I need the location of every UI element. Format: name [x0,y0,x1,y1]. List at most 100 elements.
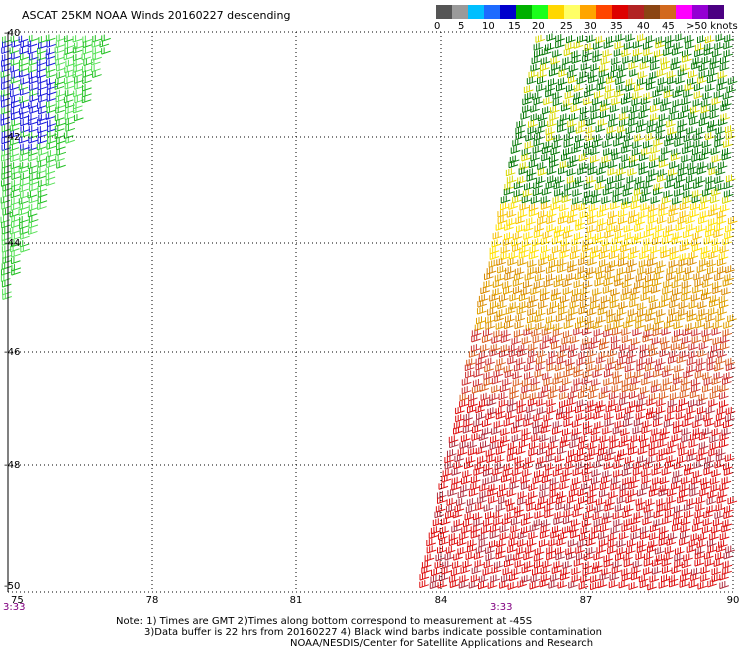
wind-barb [514,461,525,470]
colorbar-swatch [468,5,484,19]
wind-barb [548,350,559,359]
wind-barb [510,517,521,526]
wind-barb [38,148,49,156]
wind-barb [541,146,552,155]
wind-barb [452,560,462,569]
wind-barb [499,384,510,393]
wind-barb [614,41,625,50]
wind-barb [554,511,565,520]
wind-barb [696,540,707,549]
wind-barb [697,35,707,44]
wind-barb [582,337,592,346]
wind-barb [706,496,717,506]
wind-barb [523,223,534,232]
wind-barb [611,56,621,66]
wind-barb [664,138,674,147]
wind-barb [666,173,677,183]
wind-barb [607,349,618,358]
wind-barb [649,153,660,162]
wind-barb [458,580,469,589]
wind-barb [716,216,727,225]
wind-barb [632,328,643,337]
wind-barb [660,383,671,392]
wind-barb [682,328,693,337]
colorbar-swatch [628,5,644,19]
wind-barb [618,439,629,448]
colorbar-label: 5 [458,21,465,32]
wind-barb [696,357,706,366]
wind-barb [421,565,431,574]
wind-barb [488,540,499,549]
wind-barb [493,329,504,338]
wind-barb [460,565,471,574]
wind-barb [624,92,634,101]
wind-barb [512,278,523,287]
wind-barb [712,385,722,394]
wind-barb [686,365,697,374]
wind-barb [499,524,510,533]
wind-barb [534,547,545,556]
wind-barb [706,363,717,372]
colorbar-label: 20 [532,21,545,32]
wind-barb [1,280,12,288]
wind-barb [532,145,543,154]
wind-barb [445,504,456,513]
wind-barb [617,124,627,133]
wind-barb [461,476,471,485]
wind-barb [507,398,517,407]
wind-barb [619,397,629,406]
wind-barb [613,138,623,147]
wind-barb [465,552,476,561]
wind-barb [578,119,589,128]
wind-barb [579,70,590,79]
wind-barb [46,160,56,169]
wind-barb [27,210,38,218]
wind-barb [36,172,47,180]
wind-barb [681,377,691,386]
wind-barb [624,364,635,373]
wind-barb [555,34,565,43]
wind-barb [595,363,606,372]
wind-barb [722,560,733,569]
wind-barb [592,321,603,330]
wind-barb [592,287,602,296]
wind-barb [708,307,718,316]
wind-barb [1,221,11,229]
wind-barb [548,260,559,269]
wind-barb [681,568,692,577]
wind-barb [559,203,569,212]
wind-barb [544,503,554,512]
colorbar-label: 10 [482,21,495,32]
wind-barb [698,393,709,402]
wind-barb [491,426,501,435]
wind-barb [687,257,697,266]
wind-barb [607,160,618,169]
wind-barb [590,434,601,443]
wind-barb [491,565,502,574]
wind-barb [695,176,706,185]
wind-barb [9,143,20,152]
wind-barb [563,412,574,421]
wind-barb [646,174,656,183]
wind-barb [506,488,517,498]
wind-barb [634,370,644,379]
wind-barb [27,191,38,199]
wind-barb [610,482,621,491]
wind-barb [725,125,735,134]
wind-barb [633,83,644,92]
wind-barb [694,49,704,58]
wind-barb [710,483,721,492]
wind-barb [567,539,578,548]
wind-barb [610,335,621,344]
wind-barb [537,447,547,456]
wind-barb [714,139,724,148]
wind-barb [569,440,580,449]
wind-barb [27,227,38,235]
wind-barb [498,496,508,505]
wind-barb [700,477,711,486]
wind-barb [548,538,559,547]
wind-barb [472,425,482,434]
wind-barb [700,566,711,575]
wind-barb [580,574,590,583]
wind-barb [539,293,550,302]
